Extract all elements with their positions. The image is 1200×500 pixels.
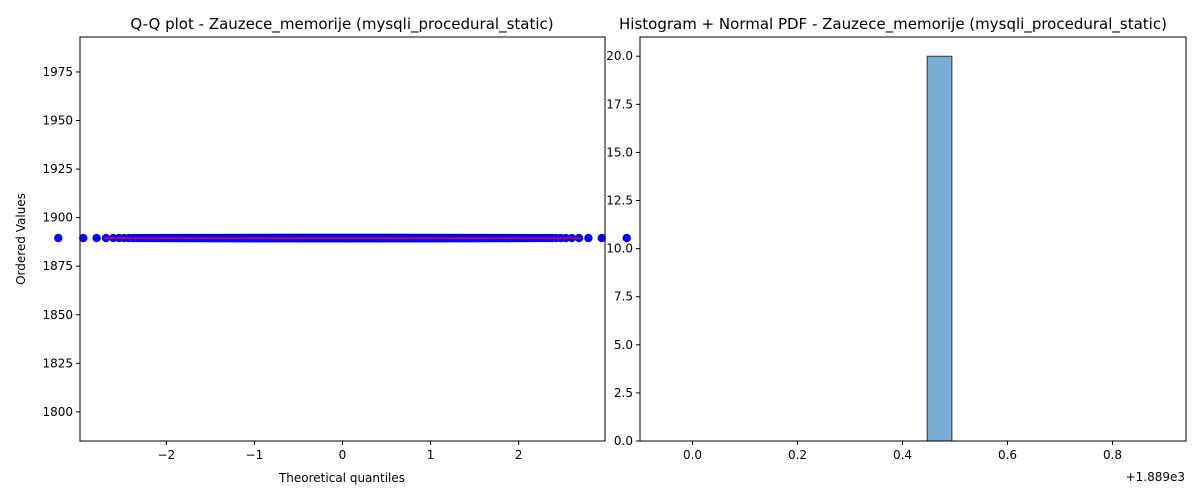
histogram-y-ticks: 0.0 2.5 5.0 7.5 10.0 12.5 15.0 17.5 20.0: [606, 49, 640, 448]
histogram-y-tick-label: 7.5: [614, 290, 633, 304]
histogram-y-tick-label: 5.0: [614, 338, 633, 352]
histogram-x-tick-label: 0.4: [893, 448, 912, 462]
qq-x-tick-label: 0: [339, 448, 347, 462]
histogram-y-tick-label: 2.5: [614, 386, 633, 400]
qq-y-axis-label: Ordered Values: [14, 193, 28, 285]
histogram-y-tick-label: 17.5: [606, 97, 633, 111]
qq-x-tick-label: 2: [515, 448, 523, 462]
histogram-y-tick-label: 10.0: [606, 242, 633, 256]
histogram-x-tick-label: 0.8: [1103, 448, 1122, 462]
qq-x-tick-label: −2: [157, 448, 175, 462]
qq-y-tick-label: 1800: [42, 405, 73, 419]
histogram-title: Histogram + Normal PDF - Zauzece_memorij…: [619, 15, 1167, 34]
histogram-x-tick-label: 0.6: [998, 448, 1017, 462]
qq-x-axis-label: Theoretical quantiles: [278, 471, 405, 485]
qq-y-ticks: 1800 1825 1850 1875 1900 1925 1950 1975: [42, 65, 80, 419]
histogram-y-tick-label: 20.0: [606, 49, 633, 63]
qq-y-tick-label: 1975: [42, 65, 73, 79]
histogram-plot-area: [639, 36, 1187, 442]
qq-y-tick-label: 1850: [42, 308, 73, 322]
histogram-y-tick-label: 12.5: [606, 194, 633, 208]
histogram-bar: [926, 55, 953, 442]
qq-point: [79, 233, 88, 243]
qq-point: [622, 233, 631, 243]
qq-x-tick-label: 1: [427, 448, 435, 462]
qq-point: [584, 233, 593, 243]
qq-point: [597, 233, 606, 243]
histogram-x-tick-label: 0.2: [788, 448, 807, 462]
qq-point: [92, 233, 101, 243]
qq-plot-marks: [54, 233, 631, 243]
histogram-marks: [926, 55, 953, 442]
histogram-title-mask: [1186, 0, 1200, 40]
histogram-x-offset-label: +1.889e3: [1126, 470, 1185, 484]
qq-y-tick-label: 1900: [42, 211, 73, 225]
qq-x-ticks: −2 −1 0 1 2: [157, 441, 522, 462]
qq-y-tick-label: 1825: [42, 356, 73, 370]
qq-point: [54, 233, 63, 243]
histogram-x-tick-label: 0.0: [683, 448, 702, 462]
histogram-panel: Histogram + Normal PDF - Zauzece_memorij…: [606, 0, 1200, 484]
qq-y-tick-label: 1925: [42, 162, 73, 176]
qq-plot-title: Q-Q plot - Zauzece_memorije (mysqli_proc…: [130, 15, 553, 34]
qq-y-tick-label: 1950: [42, 114, 73, 128]
qq-y-tick-label: 1875: [42, 259, 73, 273]
histogram-x-ticks: 0.0 0.2 0.4 0.6 0.8: [683, 441, 1122, 462]
histogram-y-tick-label: 0.0: [614, 434, 633, 448]
histogram-y-tick-label: 15.0: [606, 145, 633, 159]
qq-plot-panel: Q-Q plot - Zauzece_memorije (mysqli_proc…: [14, 15, 631, 485]
qq-x-tick-label: −1: [246, 448, 264, 462]
